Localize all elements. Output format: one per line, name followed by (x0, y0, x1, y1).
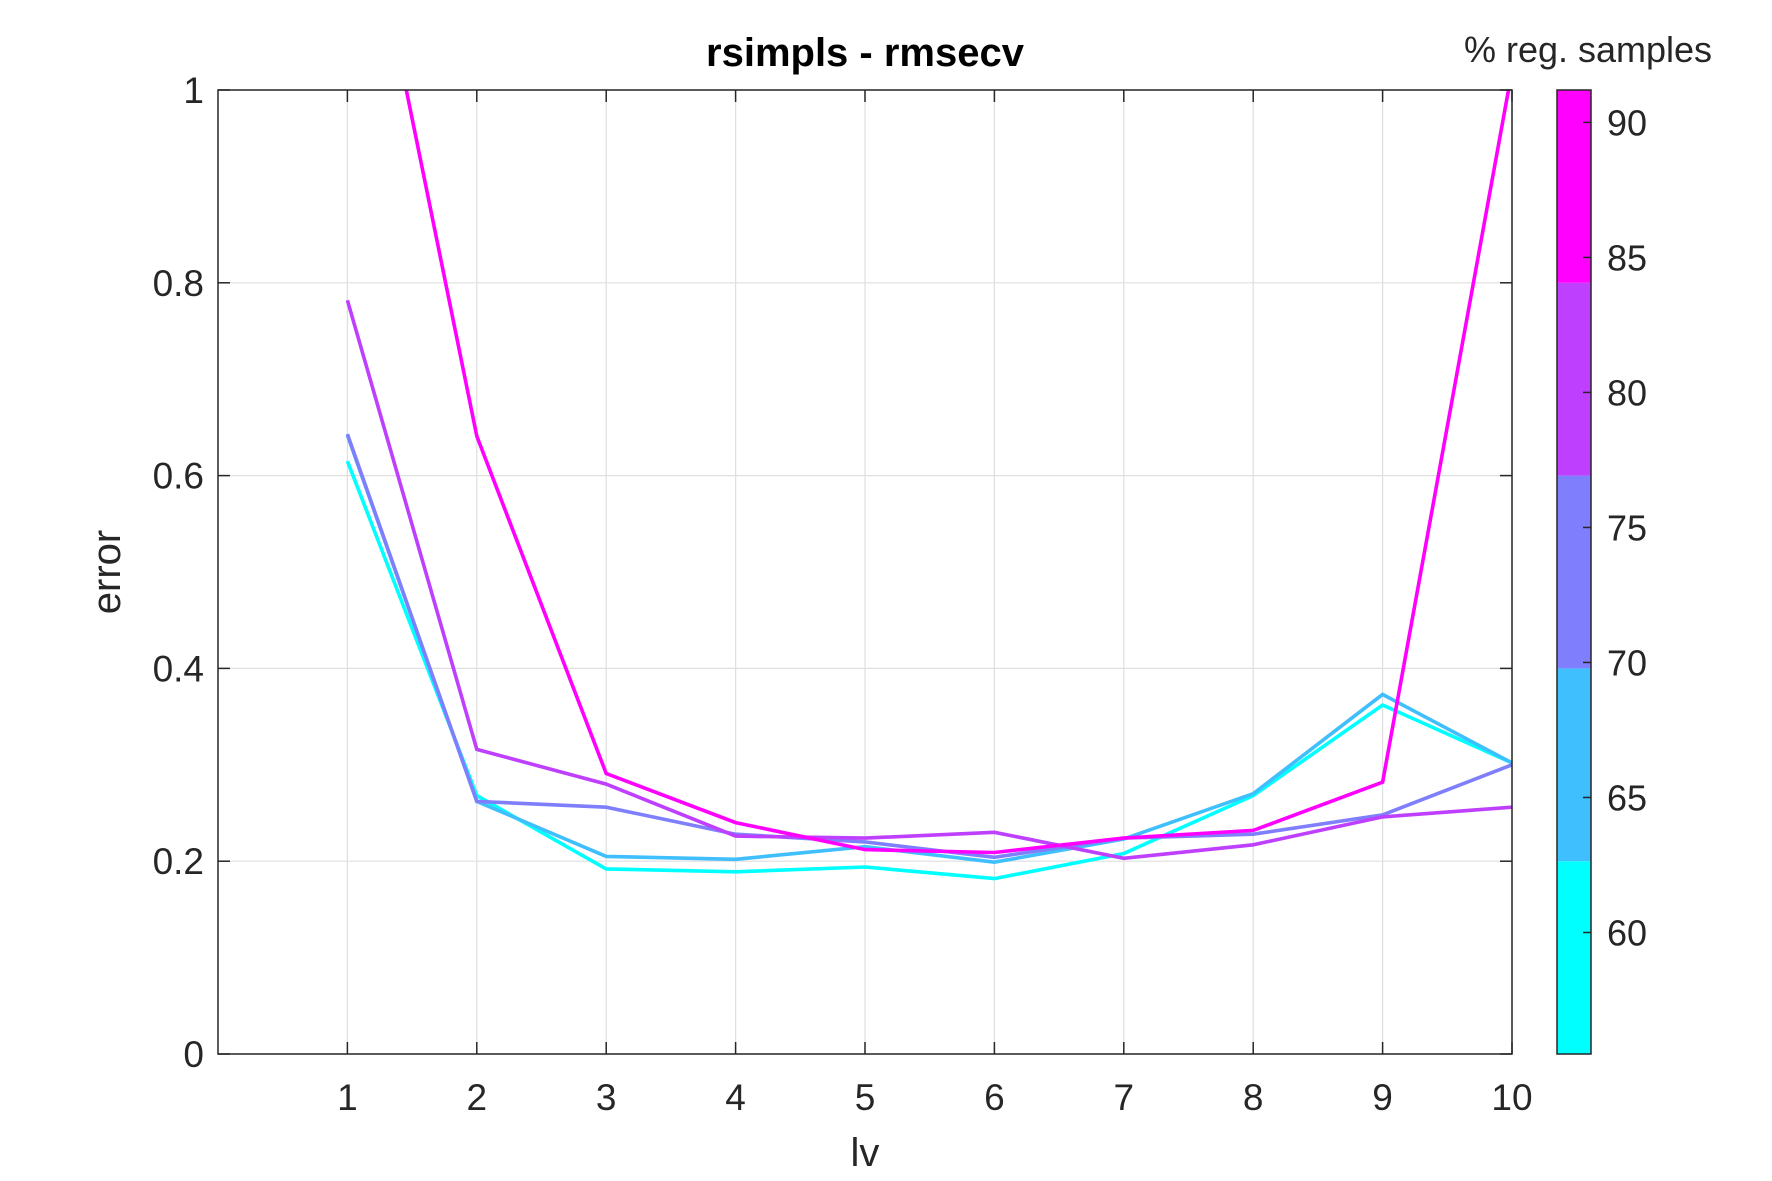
series-lines (345, 90, 1512, 881)
colorbar-tick-label: 85 (1607, 237, 1647, 278)
y-tick-label: 0 (183, 1034, 204, 1075)
series-line-5 (404, 90, 1511, 855)
colorbar-bands (1557, 90, 1591, 1054)
chart-title: rsimpls - rmsecv (706, 31, 1025, 75)
x-tick-label: 6 (984, 1077, 1005, 1118)
y-tick-label: 0.8 (153, 263, 204, 304)
colorbar-band-1 (1557, 861, 1591, 1054)
y-tick-label: 0.2 (153, 841, 204, 882)
x-tick-label: 1 (337, 1077, 358, 1118)
x-tick-label: 2 (467, 1077, 488, 1118)
y-axis-ticks: 0 0.2 0.4 0.6 0.8 1 (153, 70, 1512, 1075)
series-line-1 (345, 460, 1512, 881)
y-axis-label: error (85, 530, 129, 614)
colorbar-tick-label: 70 (1607, 642, 1647, 683)
x-tick-label: 5 (855, 1077, 876, 1118)
plot-area: 1 2 3 4 5 6 7 8 9 10 0 0.2 0.4 0.6 0.8 1 (153, 70, 1533, 1118)
x-tick-label: 8 (1243, 1077, 1264, 1118)
colorbar-tick-label: 90 (1607, 102, 1647, 143)
x-tick-label: 3 (596, 1077, 617, 1118)
colorbar: 60 65 70 75 80 85 90 % reg. samples (1464, 29, 1712, 1055)
colorbar-band-4 (1557, 282, 1591, 476)
x-tick-label: 9 (1372, 1077, 1393, 1118)
x-tick-label: 4 (725, 1077, 746, 1118)
colorbar-band-3 (1557, 475, 1591, 669)
y-tick-label: 0.6 (153, 456, 204, 497)
y-tick-label: 1 (183, 70, 204, 111)
x-tick-label: 10 (1491, 1077, 1532, 1118)
colorbar-tick-label: 65 (1607, 777, 1647, 818)
y-tick-label: 0.4 (153, 648, 204, 689)
colorbar-ticks: 60 65 70 75 80 85 90 (1583, 102, 1647, 953)
colorbar-band-2 (1557, 668, 1591, 862)
colorbar-tick-label: 75 (1607, 507, 1647, 548)
x-tick-label: 7 (1114, 1077, 1135, 1118)
colorbar-title: % reg. samples (1464, 29, 1712, 70)
colorbar-band-5 (1557, 90, 1591, 283)
x-axis-label: lv (851, 1131, 880, 1175)
colorbar-tick-label: 60 (1607, 912, 1647, 953)
colorbar-frame (1556, 89, 1592, 1055)
series-line-2 (345, 434, 1512, 865)
x-axis-ticks: 1 2 3 4 5 6 7 8 9 10 (337, 90, 1533, 1118)
colorbar-tick-label: 80 (1607, 372, 1647, 413)
series-line-4 (345, 299, 1512, 861)
